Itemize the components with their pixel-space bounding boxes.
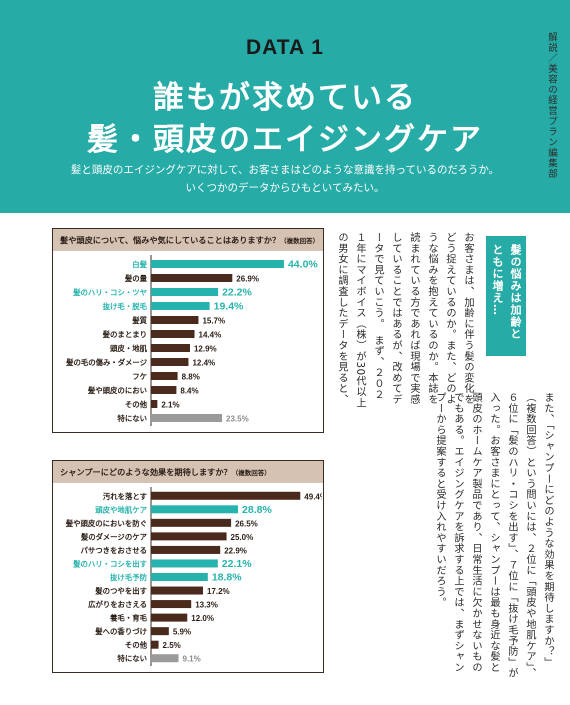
data-label: 8.4% [180, 387, 198, 396]
data-label: 26.9% [236, 275, 259, 284]
data-label: 19.4% [214, 301, 244, 313]
data-label: 25.0% [231, 533, 254, 542]
data-label: 12.4% [192, 359, 215, 368]
bar [151, 627, 169, 636]
chart-title-text: 髪や頭皮について、悩みや気にしていることはありますか？ [60, 235, 281, 245]
bar-chart-shampoo-expectations: 汚れを落とす 49.4% 頭皮や地肌ケア 28.8% 髪や頭皮のにおいを防ぐ 26.5% 髪… [53, 483, 323, 669]
category-label: パサつきをおさせる [80, 546, 147, 555]
bar [151, 358, 189, 366]
page-title-line1: 誰もが求めている [153, 80, 417, 116]
category-label: 髪の量 [124, 274, 148, 283]
bar [151, 640, 159, 649]
chart-title-note: （複数回答） [231, 469, 271, 477]
bar [151, 414, 223, 422]
bar [151, 372, 178, 380]
category-label: 白髪 [132, 260, 147, 269]
article-subhead: 髪の悩みは加齢とともに増え… [486, 236, 526, 356]
bar [151, 274, 233, 282]
data-label: 8.8% [182, 373, 200, 382]
category-label: 抜け毛予防 [110, 573, 148, 582]
category-label: 抜け毛・脱毛 [103, 302, 148, 311]
category-label: フケ [132, 372, 147, 381]
data-label: 13.3% [195, 601, 218, 610]
data-label: 26.5% [235, 519, 258, 528]
data-label: 22.9% [224, 546, 247, 555]
data-label: 12.0% [191, 614, 214, 623]
category-label: 髪や頭皮のにおい [87, 386, 147, 395]
chart-box-shampoo-expectations: シャンプーにどのような効果を期待しますか？（複数回答） 汚れを落とす 49.4% 頭… [52, 460, 324, 673]
category-label: 汚れを落とす [103, 492, 148, 501]
chart-svg: 汚れを落とす 49.4% 頭皮や地肌ケア 28.8% 髪や頭皮のにおいを防ぐ 26.5% 髪… [65, 487, 322, 666]
lead-text-line1: 髪と頭皮のエイジングケアに対して、お客さまはどのような意識を持っているのだろうか… [70, 164, 500, 176]
byline: 解説／美容の経営プラン編集部 [546, 32, 557, 179]
article-text: また、「シャンプーにどのような効果を期待しますか？」（複数回答）という問いには、… [434, 392, 553, 679]
data-label: 2.1% [161, 401, 179, 410]
data-label: 5.9% [173, 628, 191, 637]
data-label: 9.1% [183, 655, 201, 664]
data-label: 17.2% [207, 587, 230, 596]
bar [151, 330, 195, 338]
bar [151, 316, 199, 324]
bar [151, 505, 239, 514]
chart-svg: 白髪 44.0% 髪の量 26.9% 髪のハリ・コシ・ツヤ 22.2% 抜け毛・脱毛 19.4… [65, 255, 318, 426]
data-label: 15.7% [202, 317, 225, 326]
category-label: 髪のまとまり [102, 330, 147, 339]
bar-chart-hair-concerns: 白髪 44.0% 髪の量 26.9% 髪のハリ・コシ・ツヤ 22.2% 抜け毛・脱毛 19.4… [53, 251, 323, 429]
chart-title: シャンプーにどのような効果を期待しますか？（複数回答） [53, 461, 323, 483]
bar [151, 491, 301, 500]
bar [151, 613, 188, 622]
bar [151, 545, 221, 554]
bar [151, 344, 190, 352]
category-label: 髪のダメージのケア [80, 532, 148, 541]
category-label: 髪のハリ・コシ・ツヤ [72, 288, 147, 297]
data-label: 44.0% [288, 259, 318, 271]
category-label: 髪への香りづけ [94, 627, 147, 636]
data-label: 23.5% [226, 415, 249, 424]
bar [151, 400, 158, 408]
category-label: 特にない [117, 654, 147, 663]
bar [151, 654, 179, 663]
category-label: 養毛・育毛 [110, 614, 148, 623]
category-label: 特にない [117, 414, 147, 423]
chart-box-hair-concerns: 髪や頭皮について、悩みや気にしていることはありますか？（複数回答） 白髪 44.0… [52, 228, 324, 433]
chart-title-note: （複数回答） [280, 237, 320, 245]
category-label: 髪のつやを出す [94, 587, 147, 596]
data-label: 28.8% [242, 504, 272, 516]
chart-title-text: シャンプーにどのような効果を期待しますか？ [60, 467, 232, 477]
bar [151, 559, 218, 568]
data-label: 49.4% [304, 492, 322, 501]
bar [151, 532, 227, 541]
category-label: 髪の毛の傷み・ダメージ [65, 358, 148, 367]
header-banner: DATA 1 誰もが求めている 髪・頭皮のエイジングケア 髪と頭皮のエイジングケ… [0, 0, 570, 213]
article-text: お客さまは、加齢に伴う髪の変化をどう捉えているのか。また、どのような悩みを抱えて… [336, 232, 473, 409]
data-label: 22.2% [222, 287, 252, 299]
page-title-line2: 髪・頭皮のエイジングケア [87, 122, 483, 158]
bar [151, 586, 203, 595]
bar [151, 573, 208, 581]
bar [151, 518, 232, 527]
bar [151, 600, 192, 609]
lead-text-line2: いくつかのデータからひもといてみたい。 [185, 182, 385, 194]
article-paragraph-1: お客さまは、加齢に伴う髪の変化をどう捉えているのか。また、どのような悩みを抱えて… [332, 232, 476, 410]
bar [151, 288, 219, 296]
category-label: 髪のハリ・コシを出す [72, 559, 148, 568]
bar [151, 386, 177, 394]
data-label: DATA 1 [246, 36, 324, 59]
data-label: 22.1% [222, 558, 252, 570]
category-label: その他 [125, 400, 148, 409]
category-label: その他 [125, 641, 148, 650]
category-label: 広がりをおさえる [88, 600, 147, 609]
category-label: 頭皮や地肌ケア [95, 505, 147, 514]
data-label: 18.8% [212, 572, 242, 584]
chart-title: 髪や頭皮について、悩みや気にしていることはありますか？（複数回答） [53, 229, 323, 251]
article-paragraph-2: また、「シャンプーにどのような効果を期待しますか？」（複数回答）という問いには、… [332, 392, 556, 682]
category-label: 頭皮・地肌 [110, 344, 148, 353]
category-label: 髪や頭皮のにおいを防ぐ [65, 519, 147, 528]
data-label: 2.5% [163, 641, 181, 650]
data-label: 14.4% [199, 331, 222, 340]
data-label: 12.9% [194, 345, 217, 354]
category-label: 髪質 [131, 316, 147, 325]
bar [151, 260, 284, 268]
bar [151, 302, 210, 310]
